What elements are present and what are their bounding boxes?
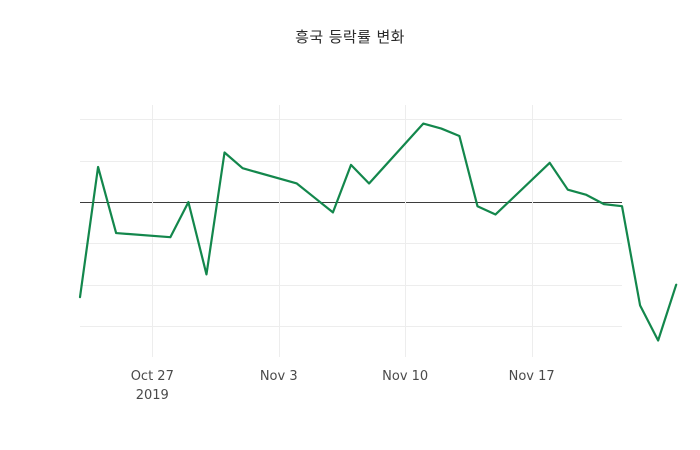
x-axis-tick-label: Nov 17	[508, 369, 555, 384]
gridline-vertical	[531, 105, 533, 357]
gridline-vertical	[405, 105, 407, 357]
x-axis-tick-label: Nov 3	[259, 369, 298, 384]
series-polyline	[78, 122, 678, 342]
zero-reference-line	[80, 202, 622, 204]
x-axis-tick-label: Oct 27 2019	[130, 369, 174, 403]
chart-title: 흥국 등락률 변화	[295, 28, 405, 46]
gridline-horizontal	[80, 160, 622, 162]
gridline-vertical	[278, 105, 280, 357]
gridline-horizontal	[80, 326, 622, 328]
gridline-vertical	[152, 105, 154, 357]
data-series-line	[78, 122, 678, 342]
x-axis-tick-label: Nov 10	[382, 369, 429, 384]
gridline-horizontal	[80, 243, 622, 245]
gridline-horizontal	[80, 284, 622, 286]
gridline-horizontal	[80, 119, 622, 121]
